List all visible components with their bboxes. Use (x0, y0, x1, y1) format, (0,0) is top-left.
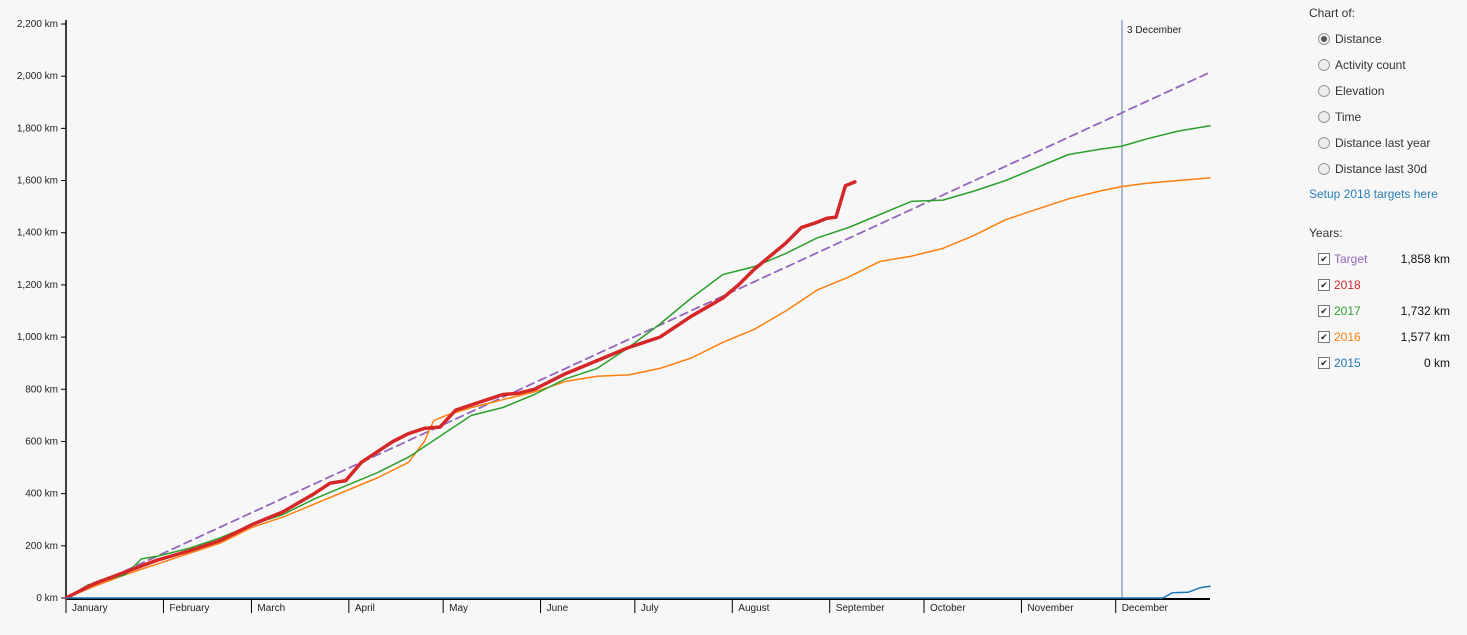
years-heading: Years: (1309, 226, 1343, 240)
series-line-2016 (65, 177, 1211, 599)
year-total: 1,858 km (1400, 252, 1450, 266)
y-tick-label: 2,200 km (17, 19, 58, 30)
y-tick-label: 1,200 km (17, 280, 58, 291)
cumulative-distance-chart: 0 km 200 km 400 km 600 km 800 km 1,000 km 1,20… (17, 19, 1211, 614)
month-label: November (1027, 603, 1074, 614)
chart-of-heading: Chart of: (1309, 6, 1356, 20)
series-line-target (65, 71, 1211, 599)
month-label: April (355, 603, 375, 614)
year-row-2015: ✔ 2015 0 km (1318, 355, 1450, 371)
year-label: 2016 (1334, 330, 1361, 344)
year-label: Target (1334, 252, 1368, 266)
y-tick-label: 200 km (25, 541, 58, 552)
today-marker-label: 3 December (1127, 25, 1182, 36)
radio-option-distance-last-year[interactable]: Distance last year (1318, 135, 1430, 151)
year-row-2018: ✔ 2018 (1318, 277, 1450, 293)
year-total: 1,577 km (1400, 330, 1450, 344)
radio-button[interactable] (1318, 137, 1330, 149)
month-label: September (836, 603, 886, 614)
radio-label: Activity count (1335, 58, 1406, 72)
radio-button[interactable] (1318, 33, 1330, 45)
month-label: March (257, 603, 285, 614)
year-row-target: ✔ Target 1,858 km (1318, 251, 1450, 267)
radio-label: Time (1335, 110, 1362, 124)
y-tick-label: 400 km (25, 489, 58, 500)
series-line-2015 (65, 585, 1211, 599)
series-line-2018 (64, 180, 857, 600)
year-total: 0 km (1423, 356, 1450, 370)
y-tick-label: 1,000 km (17, 332, 58, 343)
year-row-2016: ✔ 2016 1,577 km (1318, 329, 1450, 345)
y-tick-label: 2,000 km (17, 71, 58, 82)
year-label: 2017 (1334, 304, 1361, 318)
radio-button[interactable] (1318, 85, 1330, 97)
year-checkbox[interactable]: ✔ (1318, 305, 1330, 317)
year-row-2017: ✔ 2017 1,732 km (1318, 303, 1450, 319)
month-label: May (449, 603, 468, 614)
month-label: February (169, 603, 209, 614)
year-total: 1,732 km (1400, 304, 1450, 318)
setup-targets-link[interactable]: Setup 2018 targets here (1309, 187, 1438, 201)
radio-option-distance-last-30d[interactable]: Distance last 30d (1318, 161, 1427, 177)
year-checkbox[interactable]: ✔ (1318, 253, 1330, 265)
radio-label: Elevation (1335, 84, 1385, 98)
year-checkbox[interactable]: ✔ (1318, 279, 1330, 291)
y-tick-label: 800 km (25, 384, 58, 395)
series-line-2017 (65, 125, 1211, 599)
radio-button[interactable] (1318, 59, 1330, 71)
radio-option-distance[interactable]: Distance (1318, 31, 1382, 47)
year-label: 2018 (1334, 278, 1361, 292)
y-tick-label: 600 km (25, 436, 58, 447)
month-label: December (1122, 603, 1169, 614)
month-label: January (72, 603, 108, 614)
radio-label: Distance last year (1335, 136, 1431, 150)
radio-option-elevation[interactable]: Elevation (1318, 83, 1384, 99)
year-checkbox[interactable]: ✔ (1318, 357, 1330, 369)
y-tick-label: 1,800 km (17, 123, 58, 134)
year-checkbox[interactable]: ✔ (1318, 331, 1330, 343)
radio-option-time[interactable]: Time (1318, 109, 1361, 125)
month-label: June (547, 603, 569, 614)
radio-button[interactable] (1318, 163, 1330, 175)
series-lines (64, 71, 1211, 600)
y-tick-label: 1,600 km (17, 176, 58, 187)
year-label: 2015 (1334, 356, 1361, 370)
month-label: October (930, 603, 966, 614)
radio-label: Distance (1335, 32, 1382, 46)
radio-button[interactable] (1318, 111, 1330, 123)
y-tick-label: 1,400 km (17, 228, 58, 239)
axes: 0 km 200 km 400 km 600 km 800 km 1,000 km 1,20… (17, 19, 1210, 614)
radio-label: Distance last 30d (1335, 162, 1428, 176)
radio-option-activity-count[interactable]: Activity count (1318, 57, 1406, 73)
month-label: August (738, 603, 769, 614)
y-tick-label: 0 km (36, 593, 58, 604)
month-label: July (641, 603, 659, 614)
